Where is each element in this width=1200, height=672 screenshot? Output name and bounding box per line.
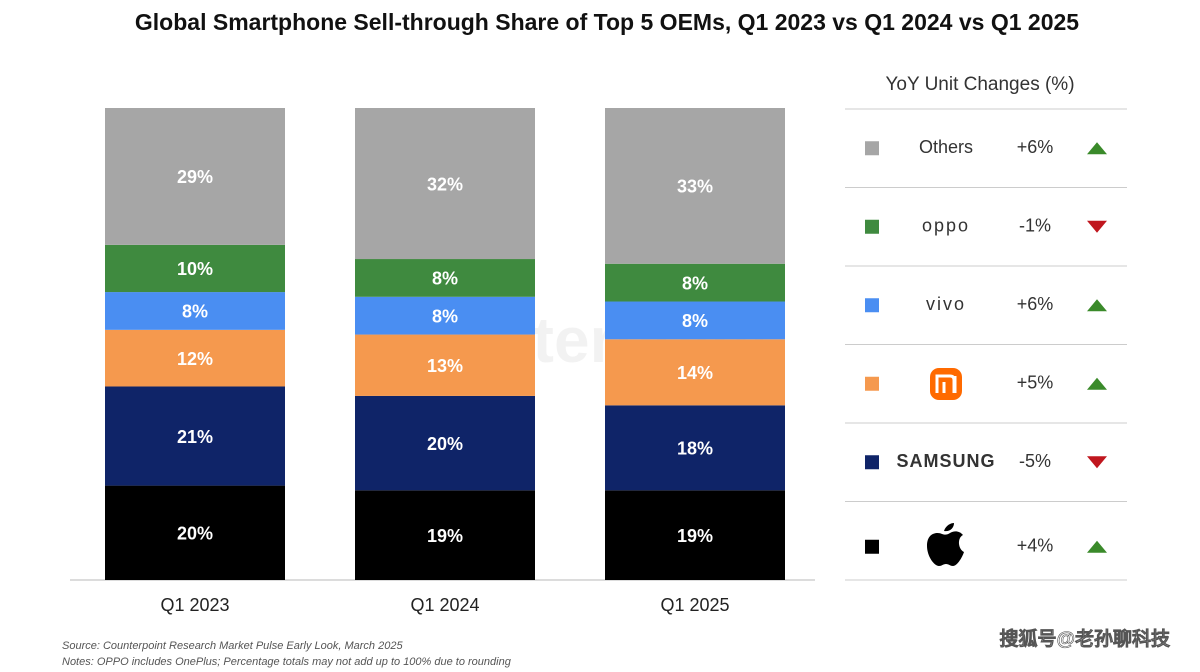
bar-label: 8%: [432, 269, 458, 289]
credit: 搜狐号@老孙聊科技: [999, 627, 1171, 650]
bar-segment: [605, 490, 785, 580]
bar-label: 20%: [177, 524, 213, 544]
x-tick-label: Q1 2025: [660, 595, 729, 615]
bar-label: 19%: [677, 526, 713, 546]
x-tick-label: Q1 2024: [410, 595, 479, 615]
legend-swatch: [865, 455, 879, 470]
bar-label: 19%: [427, 526, 463, 546]
yoy-label: -1%: [1019, 216, 1051, 236]
bar-segment: [105, 292, 285, 330]
bar-segment: [355, 259, 535, 297]
legend-label: vivo: [926, 294, 966, 314]
bar-segment: [605, 339, 785, 406]
yoy-arrow: [1087, 220, 1107, 233]
chart-title: Global Smartphone Sell-through Share of …: [135, 9, 1079, 35]
yoy-arrow: [1087, 299, 1107, 312]
bar-label: 8%: [432, 306, 458, 326]
bar-label: 29%: [177, 167, 213, 187]
legend-title: YoY Unit Changes (%): [885, 74, 1074, 95]
x-tick-label: Q1 2023: [160, 595, 229, 615]
legend-label: SAMSUNG: [896, 451, 995, 471]
bar-segment: [605, 108, 785, 264]
bar-segment: [355, 296, 535, 335]
xiaomi-logo: [930, 368, 962, 400]
yoy-label: +6%: [1017, 137, 1054, 157]
bar-segment: [105, 485, 285, 580]
bar-label: 18%: [677, 439, 713, 459]
bar-label: 33%: [677, 177, 713, 197]
bar-segment: [605, 301, 785, 340]
yoy-label: -5%: [1019, 451, 1051, 471]
yoy-arrow: [1087, 142, 1107, 155]
bar-segment: [355, 395, 535, 491]
bar-label: 20%: [427, 434, 463, 454]
bar-segment: [355, 108, 535, 260]
bar-label: 14%: [677, 363, 713, 383]
bar-label: 32%: [427, 174, 463, 194]
yoy-label: +6%: [1017, 294, 1054, 314]
yoy-label: +5%: [1017, 373, 1054, 393]
bar-label: 8%: [682, 273, 708, 293]
bar-segment: [355, 490, 535, 580]
apple-logo: [927, 523, 964, 566]
yoy-arrow: [1087, 377, 1107, 390]
legend-swatch: [865, 219, 879, 234]
bar-segment: [105, 386, 285, 486]
bar-segment: [105, 108, 285, 245]
bar-segment: [605, 263, 785, 302]
legend-swatch: [865, 376, 879, 391]
bar-label: 13%: [427, 356, 463, 376]
source-note: Source: Counterpoint Research Market Pul…: [62, 640, 403, 652]
bar-label: 10%: [177, 259, 213, 279]
bar-segment: [105, 329, 285, 387]
legend-label: Others: [919, 137, 973, 157]
legend-swatch: [865, 539, 879, 554]
yoy-arrow: [1087, 456, 1107, 469]
bar-segment: [105, 244, 285, 293]
legend-swatch: [865, 298, 879, 313]
bar-label: 12%: [177, 349, 213, 369]
bar-label: 21%: [177, 427, 213, 447]
bar-label: 8%: [182, 302, 208, 322]
legend-label: oppo: [922, 216, 970, 236]
yoy-arrow: [1087, 540, 1107, 553]
legend-swatch: [865, 141, 879, 156]
notes: Notes: OPPO includes OnePlus; Percentage…: [62, 656, 512, 668]
bar-segment: [605, 405, 785, 491]
bar-segment: [355, 334, 535, 396]
bar-label: 8%: [682, 311, 708, 331]
yoy-label: +4%: [1017, 536, 1054, 556]
